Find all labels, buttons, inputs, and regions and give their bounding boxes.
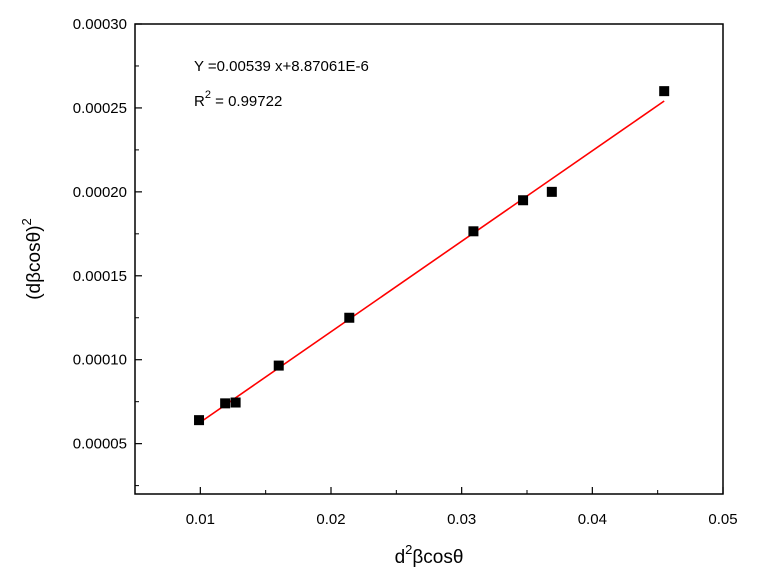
data-point	[518, 195, 529, 206]
data-point	[220, 398, 231, 409]
x-tick-label: 0.04	[578, 511, 607, 528]
y-axis-title: (dβcosθ)2	[19, 218, 45, 300]
x-title-rest: βcosθ	[412, 547, 463, 568]
x-tick-label: 0.05	[708, 511, 737, 528]
x-axis-title: d2βcosθ	[395, 542, 464, 568]
x-axis: 0.01 0.02 0.03 0.04 0.05	[186, 487, 738, 528]
y-tick-label: 0.00020	[73, 184, 127, 201]
data-point	[659, 86, 670, 97]
x-tick-label: 0.01	[186, 511, 215, 528]
y-title-sup: 2	[19, 218, 34, 225]
r2-sup: 2	[205, 89, 211, 101]
x-tick-label: 0.03	[447, 511, 476, 528]
y-title-base: (dβcosθ)	[24, 225, 45, 299]
r2-value: = 0.99722	[211, 93, 282, 110]
x-title-sup: 2	[405, 542, 412, 557]
y-tick-label: 0.00030	[73, 16, 127, 33]
r-squared-label: R2 = 0.99722	[194, 89, 282, 110]
data-point	[230, 397, 241, 408]
data-points	[194, 86, 670, 426]
plot-frame	[134, 23, 724, 495]
fit-equation: Y =0.00539 x+8.87061E-6	[194, 58, 369, 75]
data-point	[194, 415, 205, 426]
data-point	[546, 186, 557, 197]
y-tick-label: 0.00025	[73, 100, 127, 117]
y-tick-label: 0.00010	[73, 352, 127, 369]
x-tick-label: 0.02	[316, 511, 345, 528]
y-tick-label: 0.00015	[73, 268, 127, 285]
fit-line	[198, 100, 665, 424]
data-point	[344, 312, 355, 323]
fit-line-layer	[198, 100, 665, 424]
x-title-base: d	[395, 547, 406, 568]
data-point	[468, 226, 479, 237]
r2-base: R	[194, 93, 205, 110]
data-point	[273, 360, 284, 371]
y-tick-label: 0.00005	[73, 436, 127, 453]
y-axis: 0.00005 0.00010 0.00015 0.00020 0.00025 0.000…	[73, 16, 142, 487]
